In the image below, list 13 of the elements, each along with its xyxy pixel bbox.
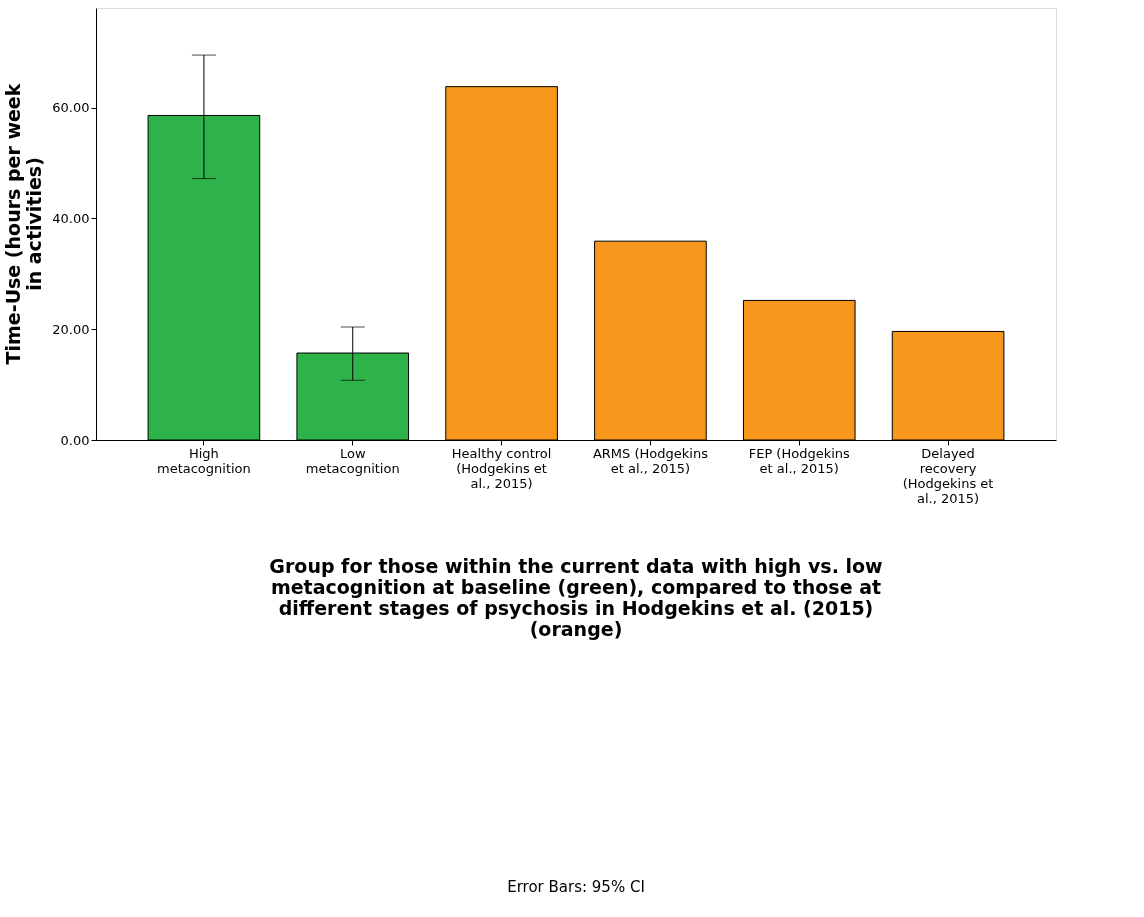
y-tick-label: 60.00 [52,100,90,116]
x-tick-label: FEP (Hodgekins et al., 2015) [748,445,851,476]
x-axis-title: Group for those within the current data with high vs. low metacognition at baseline (green), compared to those at different stages of psychosis in Hodgekins et al. (2015) (orange) [269,555,883,640]
x-tick-label: Delayed recovery (Hodgekins et al., 2015) [902,445,994,506]
x-tick-label: Low metacognition [305,445,400,476]
x-tick-label: ARMS (Hodgekins et al., 2015) [592,445,709,476]
text: Error Bars: 95% CI [507,878,645,896]
x-tick-label: High metacognition [156,445,251,476]
y-tick-label: 20.00 [52,321,90,337]
y-axis-title: Time-Use (hours per week in activities) [2,83,45,365]
y-tick-label: 40.00 [52,210,90,226]
y-tick-label: 0.00 [60,432,90,448]
x-tick-label: Healthy control (Hodgekins et al., 2015) [451,445,552,491]
